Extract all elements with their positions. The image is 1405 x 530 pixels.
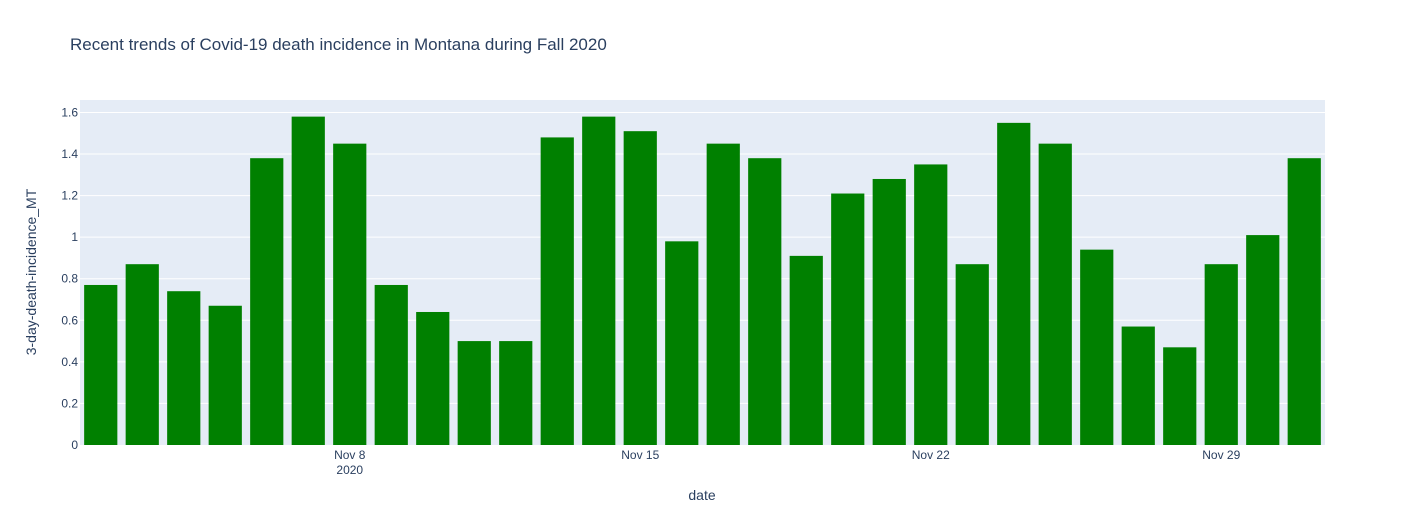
bar-2020-11-10 [416,311,450,445]
bar-2020-11-27 [1121,326,1155,445]
bar-2020-11-06 [250,158,284,446]
y-axis-ticks: 0 0.2 0.4 0.6 0.8 1 1.2 1.4 1.6 [61,105,78,452]
bar-2020-11-22 [914,164,948,445]
bar-2020-11-14 [582,116,616,446]
bar-2020-11-03 [125,264,159,445]
x-tick-label: Nov 15 [621,448,659,462]
bar-2020-11-21 [872,178,906,446]
bar-2020-12-01 [1287,158,1321,446]
bar-2020-11-23 [955,264,989,445]
bar-2020-11-18 [748,158,782,446]
bar-2020-11-25 [1038,143,1072,445]
bar-2020-11-07 [291,116,325,446]
y-tick-label: 1 [71,230,78,244]
bar-2020-11-30 [1246,235,1280,445]
y-tick-label: 0.6 [61,313,78,327]
bar-2020-11-02 [84,284,118,445]
y-tick-label: 0.8 [61,272,78,286]
bar-2020-11-13 [540,137,574,445]
bar-2020-11-08 [333,143,367,445]
bar-2020-11-04 [167,291,201,445]
x-tick-label: Nov 8 [334,448,366,462]
bar-2020-11-17 [706,143,740,445]
y-tick-label: 1.2 [61,189,78,203]
bar-2020-11-28 [1163,347,1197,445]
bar-2020-11-15 [623,131,657,446]
bar-2020-11-24 [997,122,1031,445]
x-tick-year-label: 2020 [336,463,363,477]
gridlines [80,111,1325,404]
bar-2020-11-12 [499,341,533,445]
bar-2020-11-26 [1080,249,1114,445]
x-tick-label: Nov 29 [1202,448,1240,462]
y-tick-label: 0.4 [61,355,78,369]
x-tick-label: Nov 22 [912,448,950,462]
bar-2020-11-29 [1204,264,1238,445]
bar-2020-11-11 [457,341,491,445]
bar-2020-11-05 [208,305,242,445]
y-tick-label: 1.4 [61,147,78,161]
x-axis-title: date [688,487,715,503]
bar-2020-11-09 [374,284,408,445]
chart-title: Recent trends of Covid-19 death incidenc… [70,35,607,54]
y-tick-label: 0 [71,438,78,452]
y-axis-title: 3-day-death-incidence_MT [23,188,39,355]
y-tick-label: 0.2 [61,396,78,410]
plot-background [80,100,1325,445]
bars [84,116,1321,446]
bar-2020-11-16 [665,241,699,445]
bar-2020-11-19 [789,255,823,445]
bar-2020-11-20 [831,193,865,445]
y-tick-label: 1.6 [61,105,78,119]
